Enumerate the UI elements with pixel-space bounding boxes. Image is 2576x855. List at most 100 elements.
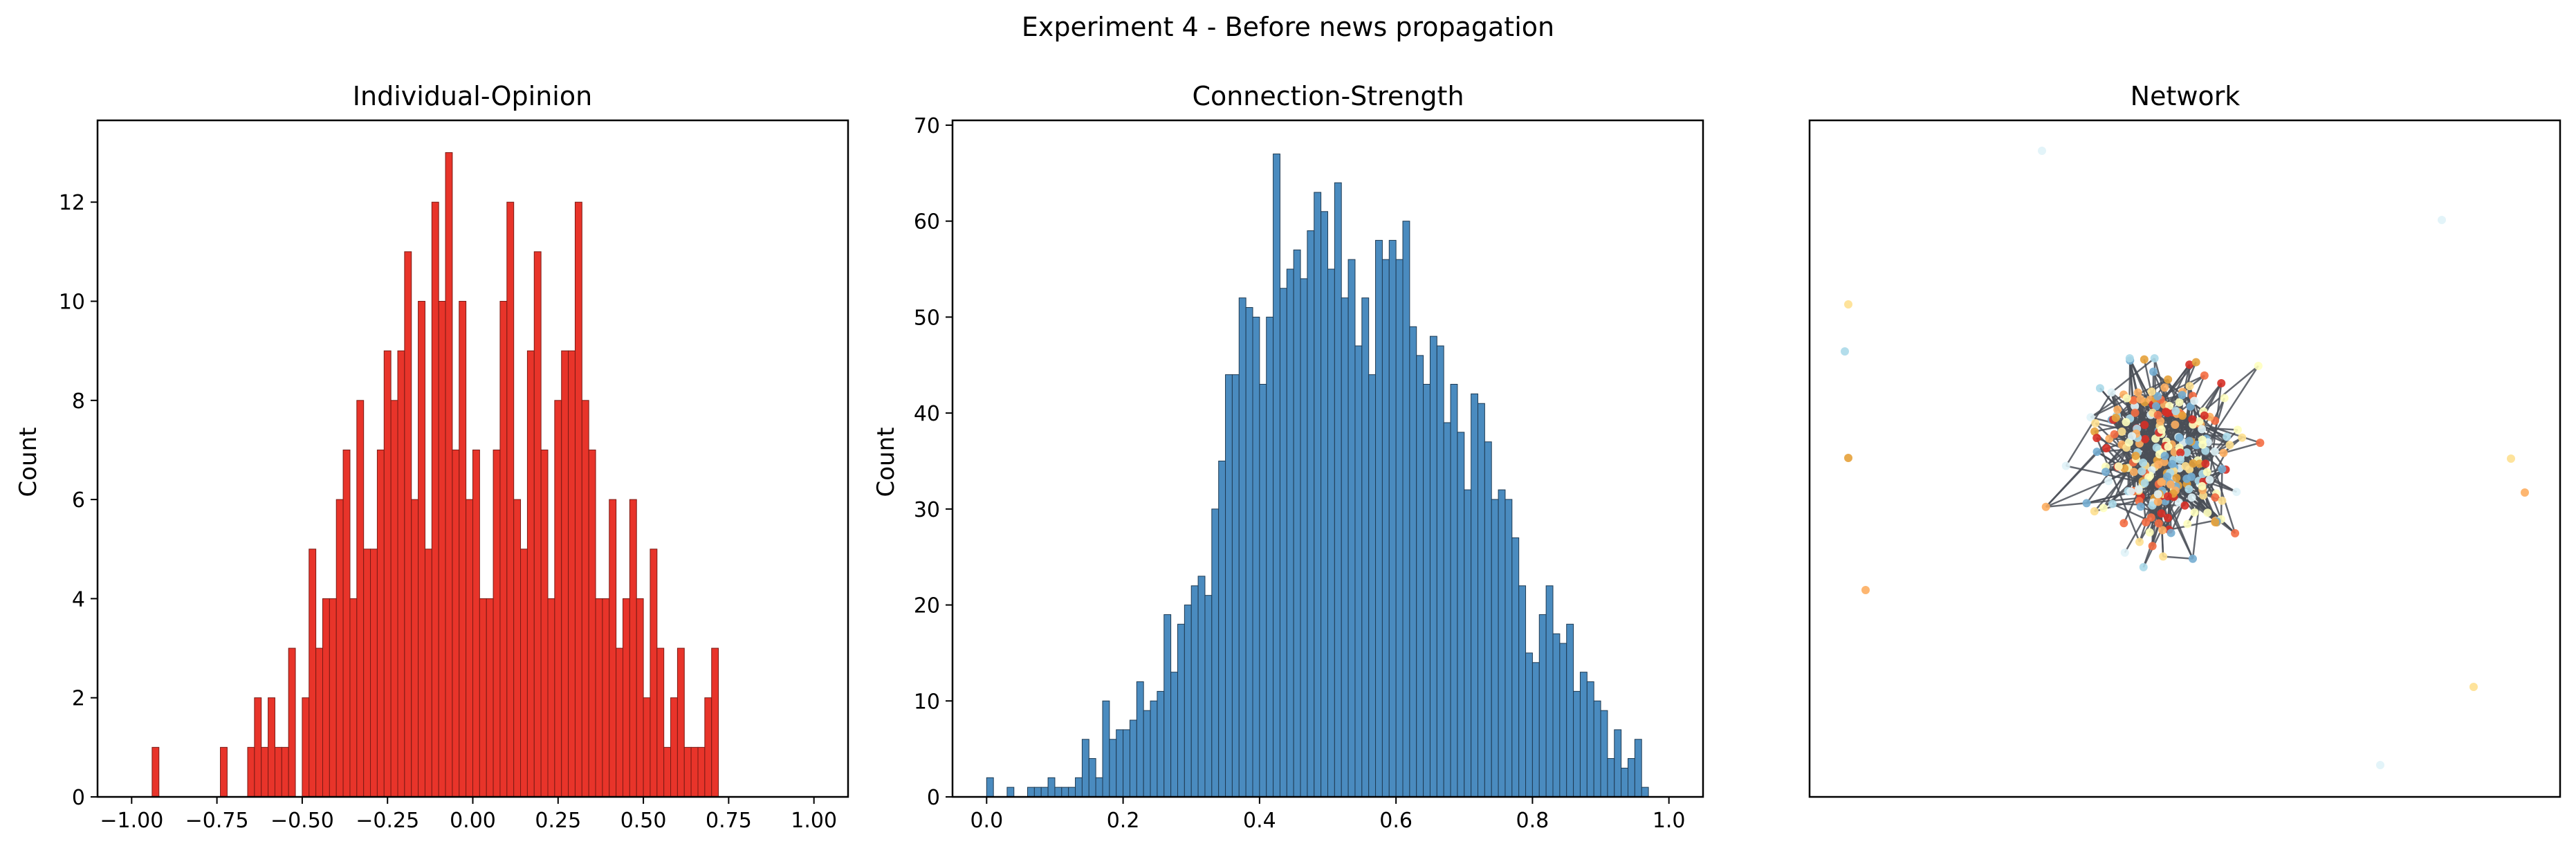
- network-node: [2184, 485, 2193, 494]
- opinion-bar: [274, 746, 282, 798]
- strength-bar: [1334, 182, 1342, 798]
- strength-bar: [1321, 211, 1328, 798]
- strength-bar: [1545, 585, 1554, 798]
- strength-bar: [1341, 297, 1349, 798]
- network-node: [2188, 415, 2197, 424]
- opinion-bar: [574, 201, 582, 798]
- network-node: [2198, 440, 2207, 449]
- network-node: [2126, 487, 2135, 496]
- network-node: [2140, 479, 2149, 488]
- network-edge: [2065, 392, 2113, 467]
- opinion-bar: [356, 400, 365, 798]
- strength-bar: [1006, 787, 1015, 798]
- strength-bar: [1040, 787, 1049, 798]
- strength-bar: [1368, 374, 1377, 798]
- strength-bar: [1628, 758, 1635, 798]
- strength-bar: [1300, 278, 1308, 798]
- opinion-bar: [322, 598, 330, 798]
- opinion-bar: [438, 301, 446, 798]
- network-edge: [2163, 555, 2193, 560]
- strength-bar: [1259, 383, 1267, 798]
- opinion-bar: [520, 549, 528, 798]
- strength-bar: [1566, 623, 1574, 798]
- network-node: [2114, 462, 2123, 471]
- network-node: [2152, 402, 2161, 411]
- network-node: [2171, 420, 2180, 429]
- opinion-bar: [670, 697, 678, 798]
- network-node: [2217, 378, 2226, 387]
- network-edge: [2090, 394, 2124, 419]
- strength-y-tick-label: 10: [914, 690, 940, 714]
- opinion-bar: [329, 598, 337, 798]
- opinion-bar: [623, 598, 630, 798]
- strength-bar: [1641, 787, 1649, 798]
- strength-bar: [1238, 297, 1246, 798]
- opinion-y-tick-label: 6: [72, 488, 85, 513]
- strength-bar: [1621, 767, 1629, 798]
- network-node: [2191, 358, 2200, 367]
- strength-bar: [1143, 710, 1151, 798]
- network-node: [2195, 417, 2204, 426]
- network-node: [2195, 459, 2204, 468]
- network-node: [2108, 499, 2117, 508]
- network-node: [2182, 448, 2191, 457]
- network-node: [2200, 411, 2209, 420]
- network-node: [1841, 347, 1849, 356]
- strength-bar: [1314, 192, 1322, 798]
- network-node: [2091, 419, 2100, 428]
- network-node: [2124, 438, 2133, 447]
- network-edge: [2223, 441, 2261, 454]
- opinion-bar: [663, 746, 672, 798]
- strength-bars: [986, 154, 1649, 798]
- opinion-bar: [677, 647, 685, 798]
- opinion-x-tick-label: −0.75: [185, 809, 249, 833]
- opinion-bar: [370, 549, 378, 798]
- network-node: [2117, 428, 2126, 436]
- opinion-bar: [472, 449, 480, 798]
- opinion-bar: [513, 499, 522, 798]
- network-node: [2166, 480, 2175, 489]
- strength-bar: [1600, 710, 1608, 798]
- network-node: [2102, 444, 2111, 453]
- network-node: [2131, 408, 2140, 417]
- network-node: [2182, 475, 2191, 484]
- network-node: [2153, 410, 2162, 419]
- opinion-x-tick-label: 0.00: [450, 809, 496, 833]
- network-node: [2090, 507, 2099, 516]
- strength-bar: [1416, 355, 1424, 798]
- strength-bar: [1593, 700, 1601, 798]
- network-node: [2178, 391, 2187, 400]
- strength-bar: [1634, 739, 1642, 798]
- network-node: [2160, 383, 2169, 392]
- network-node: [2211, 493, 2220, 502]
- opinion-bar: [288, 647, 296, 798]
- opinion-bar: [383, 350, 392, 798]
- opinion-bar: [526, 350, 535, 798]
- network-node: [2185, 465, 2194, 474]
- strength-y-tick-label: 20: [914, 594, 940, 618]
- opinion-bar: [431, 201, 439, 798]
- network-node: [2148, 542, 2157, 551]
- network-node: [2133, 388, 2142, 397]
- opinion-bar: [616, 647, 623, 798]
- network-node: [2218, 496, 2227, 505]
- opinion-bar: [335, 499, 344, 798]
- network-node: [2205, 475, 2214, 484]
- strength-bar: [1027, 787, 1035, 798]
- network-node: [1844, 300, 1852, 309]
- strength-bar: [1559, 643, 1567, 798]
- strength-bar: [1498, 489, 1506, 798]
- strength-bar: [1484, 441, 1492, 798]
- opinion-bars: [151, 152, 719, 798]
- network-node: [2175, 455, 2184, 464]
- network-node: [2152, 443, 2161, 452]
- strength-bar: [1068, 787, 1076, 798]
- strength-x-tick-label: 0.4: [1243, 809, 1276, 833]
- opinion-bar: [690, 746, 699, 798]
- network-node: [2131, 451, 2140, 460]
- opinion-x-tick-label: −0.25: [356, 809, 419, 833]
- network-node: [2149, 367, 2158, 376]
- network-node: [2176, 448, 2185, 457]
- strength-bar: [1047, 777, 1056, 798]
- strength-bar: [1266, 316, 1274, 798]
